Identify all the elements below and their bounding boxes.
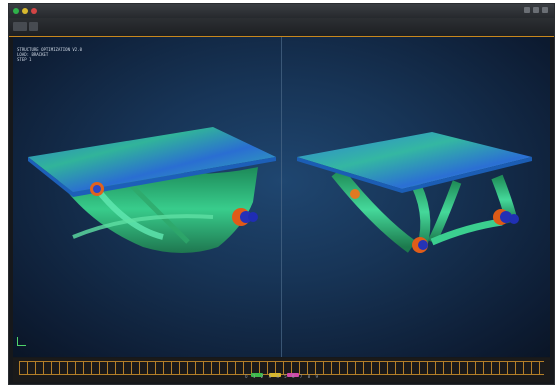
- timeline-marker[interactable]: [269, 373, 281, 377]
- timeline-ruler[interactable]: [19, 361, 544, 375]
- axis-indicator-icon: [17, 337, 26, 346]
- bracket-top-plate: [297, 132, 532, 189]
- toolbar: [9, 18, 554, 37]
- hud-line: STEP 1: [17, 57, 32, 62]
- timeline-label: 6: [291, 374, 295, 379]
- bracket-strut: [72, 214, 214, 239]
- window-control-icon[interactable]: [533, 7, 539, 13]
- timeline[interactable]: 0 1 2 3 4 5 6 7 8 9: [13, 358, 550, 382]
- bracket-top-plate: [28, 127, 276, 192]
- toolbar-button[interactable]: [13, 22, 27, 31]
- left-bracket-model[interactable]: [13, 37, 281, 357]
- bracket-strut: [430, 218, 503, 246]
- title-bar: [9, 4, 554, 18]
- viewport-splitter[interactable]: [281, 37, 282, 357]
- maximize-icon[interactable]: [31, 8, 37, 14]
- timeline-label: 9: [315, 374, 318, 379]
- bracket-top-plate-edge: [297, 157, 532, 193]
- timeline-label: 5: [284, 374, 287, 379]
- timeline-label: 0: [245, 374, 248, 379]
- hud-line: STRUCTURE OPTIMIZATION V2.0: [17, 47, 83, 52]
- window-control-icon[interactable]: [524, 7, 530, 13]
- timeline-labels: 0 1 2 3 4 5 6 7 8 9: [13, 374, 550, 379]
- timeline-label: 3: [268, 374, 272, 379]
- viewport-hud: STRUCTURE OPTIMIZATION V2.0 LOAD: BRACKE…: [17, 47, 82, 62]
- application-window: STRUCTURE OPTIMIZATION V2.0 LOAD: BRACKE…: [9, 4, 554, 384]
- bracket-strut: [331, 167, 417, 253]
- 3d-viewport[interactable]: STRUCTURE OPTIMIZATION V2.0 LOAD: BRACKE…: [13, 37, 550, 357]
- mount-hole: [418, 240, 428, 250]
- hud-line: LOAD: BRACKET: [17, 52, 49, 57]
- mount-hole: [248, 212, 258, 222]
- timeline-marker[interactable]: [287, 373, 299, 377]
- window-control-icon[interactable]: [542, 7, 548, 13]
- timeline-label: 7: [299, 374, 303, 379]
- mount-hole: [500, 211, 512, 223]
- timeline-label: 1: [252, 374, 256, 379]
- timeline-label: 8: [307, 374, 311, 379]
- right-bracket-model[interactable]: [282, 37, 550, 357]
- minimize-icon[interactable]: [22, 8, 28, 14]
- mount-hole: [509, 214, 519, 224]
- timeline-marker[interactable]: [251, 373, 263, 377]
- close-icon[interactable]: [13, 8, 19, 14]
- timeline-label: 2: [260, 374, 264, 379]
- window-controls: [524, 7, 548, 13]
- timeline-label: 4: [276, 374, 279, 379]
- toolbar-button[interactable]: [29, 22, 38, 31]
- mount-hole: [93, 185, 101, 193]
- mount-hole: [350, 189, 360, 199]
